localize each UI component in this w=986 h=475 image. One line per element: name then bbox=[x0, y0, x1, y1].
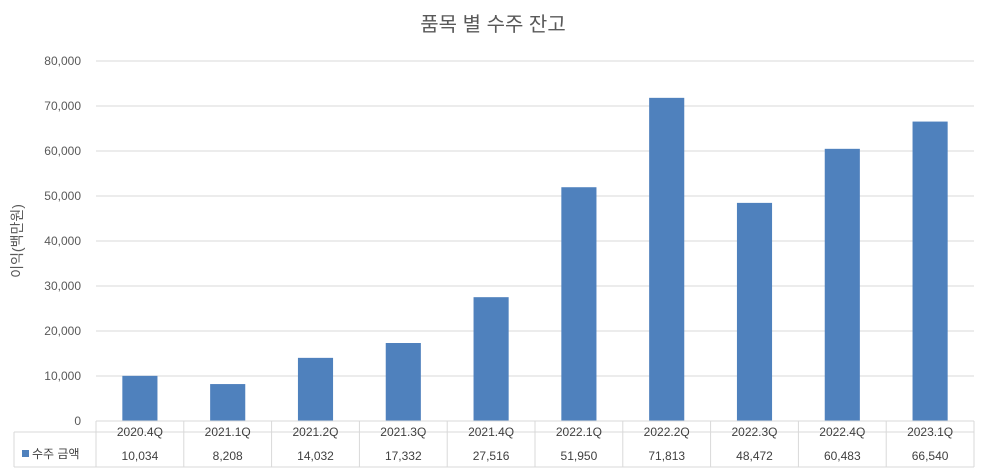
bar-2022.2Q bbox=[649, 97, 685, 422]
legend-swatch bbox=[22, 450, 29, 457]
data-value-label: 14,032 bbox=[297, 449, 334, 463]
data-table: 2020.4Q 10,034 2021.1Q 8,208 2021.2Q 14,032 20… bbox=[13, 420, 975, 468]
data-value-label: 66,540 bbox=[912, 449, 949, 463]
bar-2020.4Q bbox=[122, 375, 158, 421]
data-value-label: 27,516 bbox=[473, 449, 510, 463]
bar-2021.2Q bbox=[297, 357, 334, 421]
bar-2023.1Q bbox=[912, 121, 948, 421]
bar-2022.3Q bbox=[736, 202, 773, 421]
legend-label: 수주 금액 bbox=[32, 447, 80, 461]
y-tick-label: 20,000 bbox=[44, 324, 81, 338]
bars bbox=[122, 97, 948, 422]
bar-2022.4Q bbox=[824, 148, 860, 421]
category-label: 2021.3Q bbox=[380, 425, 426, 439]
y-tick-label: 50,000 bbox=[44, 189, 81, 203]
category-label: 2023.1Q bbox=[907, 425, 953, 439]
y-tick-label: 0 bbox=[74, 414, 81, 428]
data-value-label: 17,332 bbox=[385, 449, 422, 463]
bar-2022.1Q bbox=[561, 187, 597, 421]
data-value-label: 60,483 bbox=[824, 449, 861, 463]
y-tick-label: 80,000 bbox=[44, 54, 81, 68]
category-label: 2022.4Q bbox=[819, 425, 865, 439]
data-value-label: 8,208 bbox=[213, 449, 243, 463]
category-label: 2021.2Q bbox=[292, 425, 338, 439]
category-label: 2022.3Q bbox=[731, 425, 777, 439]
data-value-label: 10,034 bbox=[122, 449, 159, 463]
y-tick-label: 70,000 bbox=[44, 99, 81, 113]
category-label: 2022.2Q bbox=[644, 425, 690, 439]
y-tick-label: 30,000 bbox=[44, 279, 81, 293]
bar-2021.3Q bbox=[385, 343, 421, 421]
category-label: 2021.4Q bbox=[468, 425, 514, 439]
category-label: 2021.1Q bbox=[205, 425, 251, 439]
data-value-label: 51,950 bbox=[561, 449, 598, 463]
y-axis-ticks: 0 10,000 20,000 30,000 40,000 50,000 60,000 70,… bbox=[44, 54, 81, 428]
bar-2021.4Q bbox=[473, 297, 509, 421]
chart-title: 품목 별 수주 잔고 bbox=[420, 13, 565, 36]
y-tick-label: 60,000 bbox=[44, 144, 81, 158]
gridlines bbox=[96, 60, 974, 377]
category-label: 2020.4Q bbox=[117, 425, 163, 439]
y-tick-label: 10,000 bbox=[44, 369, 81, 383]
y-tick-label: 40,000 bbox=[44, 234, 81, 248]
y-axis-label: 이익(백만원) bbox=[9, 204, 25, 278]
bar-2021.1Q bbox=[210, 384, 246, 421]
data-value-label: 71,813 bbox=[648, 449, 685, 463]
data-value-label: 48,472 bbox=[736, 449, 773, 463]
category-label: 2022.1Q bbox=[556, 425, 602, 439]
